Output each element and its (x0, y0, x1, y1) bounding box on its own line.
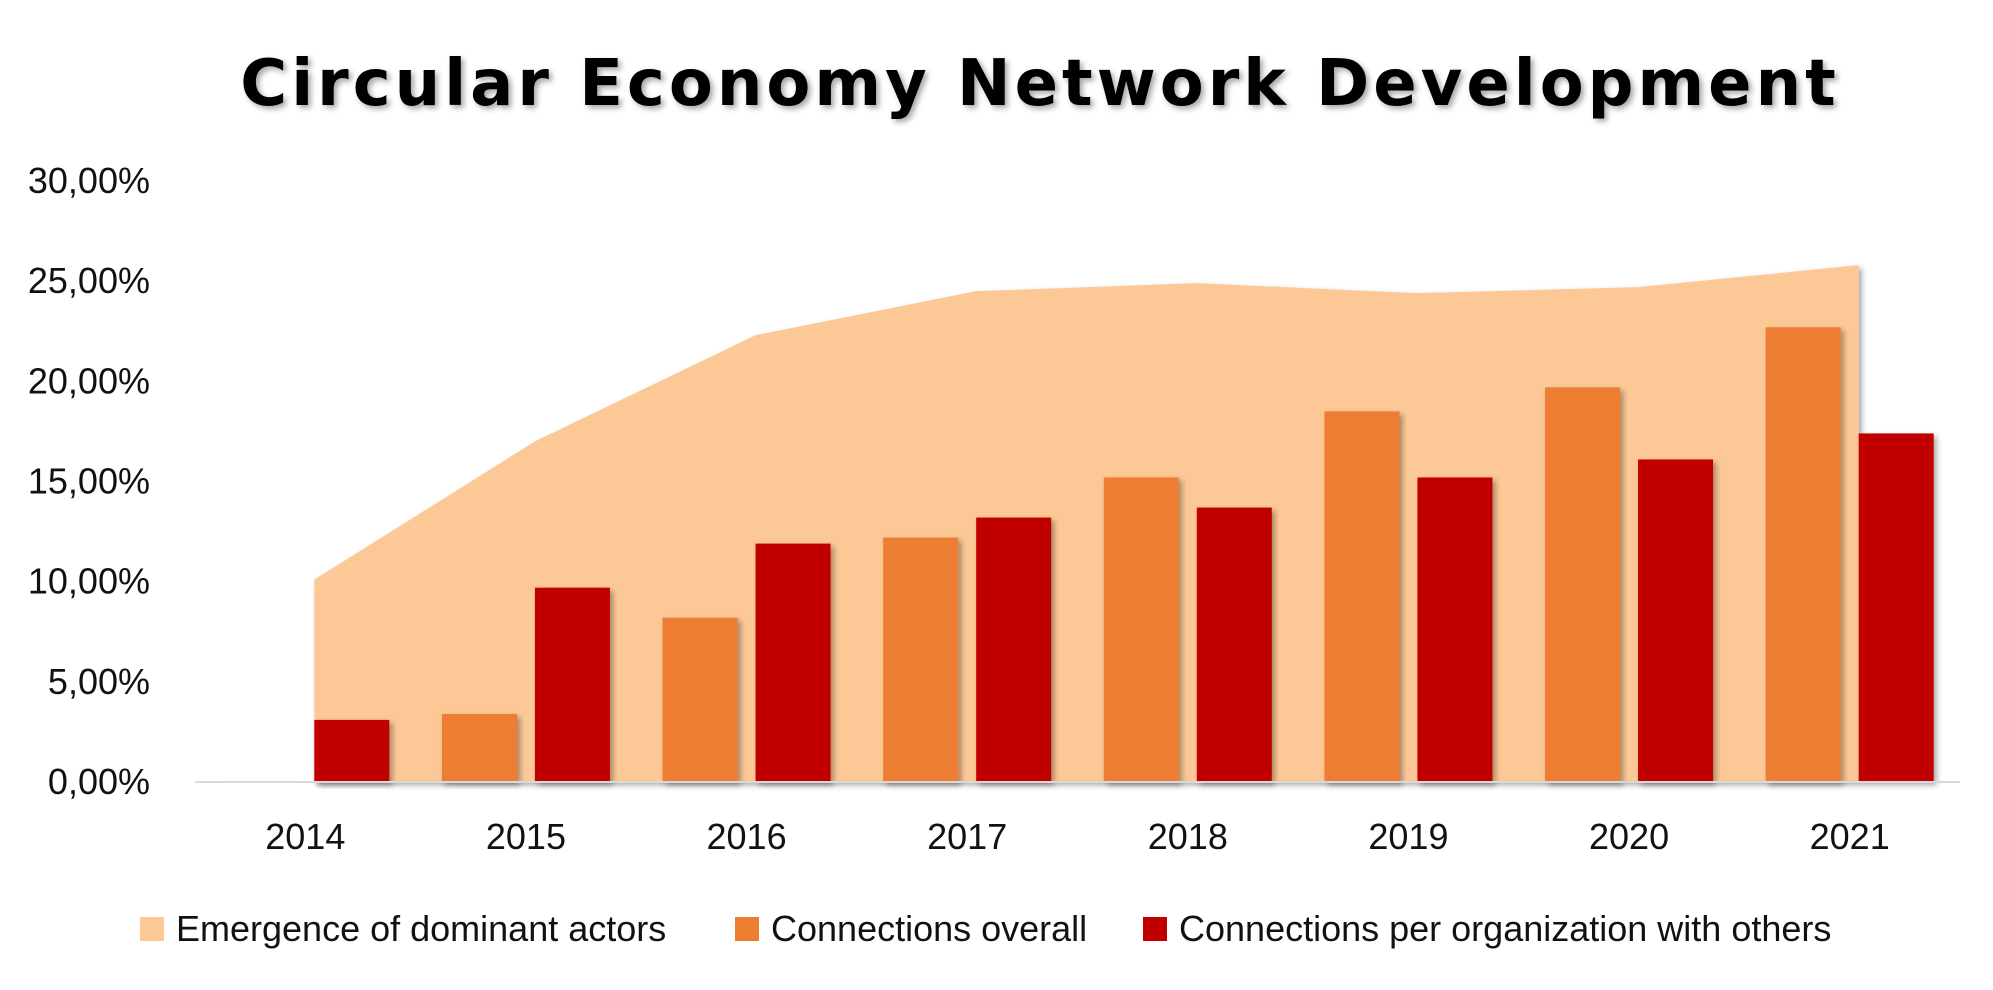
y-tick-label: 20,00% (28, 360, 150, 401)
legend-swatch (735, 917, 759, 941)
x-tick-label: 2015 (486, 816, 566, 857)
y-tick-label: 0,00% (48, 761, 150, 802)
bar-connections-per-organization-with-others-2014 (314, 719, 390, 782)
bar-connections-per-organization-with-others-2015 (534, 587, 610, 782)
legend-swatch (1143, 917, 1167, 941)
x-tick-label: 2019 (1368, 816, 1448, 857)
x-tick-label: 2017 (927, 816, 1007, 857)
bar-connections-overall-2018 (1103, 477, 1179, 782)
bar-connections-overall-2019 (1324, 411, 1400, 782)
x-tick-label: 2018 (1148, 816, 1228, 857)
bar-connections-overall-2020 (1545, 387, 1621, 782)
legend-label: Connections overall (771, 908, 1087, 949)
y-tick-label: 10,00% (28, 561, 150, 602)
y-tick-label: 5,00% (48, 661, 150, 702)
y-tick-label: 15,00% (28, 461, 150, 502)
bar-connections-per-organization-with-others-2019 (1417, 477, 1493, 782)
bar-connections-overall-2017 (883, 537, 959, 782)
bar-connections-per-organization-with-others-2020 (1638, 459, 1714, 782)
y-tick-label: 30,00% (28, 160, 150, 201)
chart-title: Circular Economy Network Development (240, 47, 1839, 121)
bar-connections-overall-2021 (1765, 327, 1841, 782)
bar-connections-per-organization-with-others-2016 (755, 543, 831, 782)
bar-connections-per-organization-with-others-2018 (1196, 507, 1272, 782)
legend: Emergence of dominant actors Connections … (140, 908, 1831, 949)
x-tick-label: 2016 (707, 816, 787, 857)
y-tick-label: 25,00% (28, 260, 150, 301)
x-tick-label: 2020 (1589, 816, 1669, 857)
x-tick-label: 2014 (265, 816, 345, 857)
legend-label: Connections per organization with others (1179, 908, 1831, 949)
bar-connections-overall-2015 (441, 713, 517, 782)
bars-layer (221, 327, 1934, 782)
bar-connections-overall-2016 (662, 617, 738, 782)
x-tick-label: 2021 (1810, 816, 1890, 857)
axis-layer: 0,00% 5,00% 10,00% 15,00% 20,00% 25,00% 30,00%… (28, 160, 1960, 857)
bar-connections-per-organization-with-others-2017 (976, 517, 1052, 782)
legend-swatch (140, 917, 164, 941)
legend-label: Emergence of dominant actors (176, 908, 666, 949)
bar-connections-per-organization-with-others-2021 (1858, 433, 1934, 782)
